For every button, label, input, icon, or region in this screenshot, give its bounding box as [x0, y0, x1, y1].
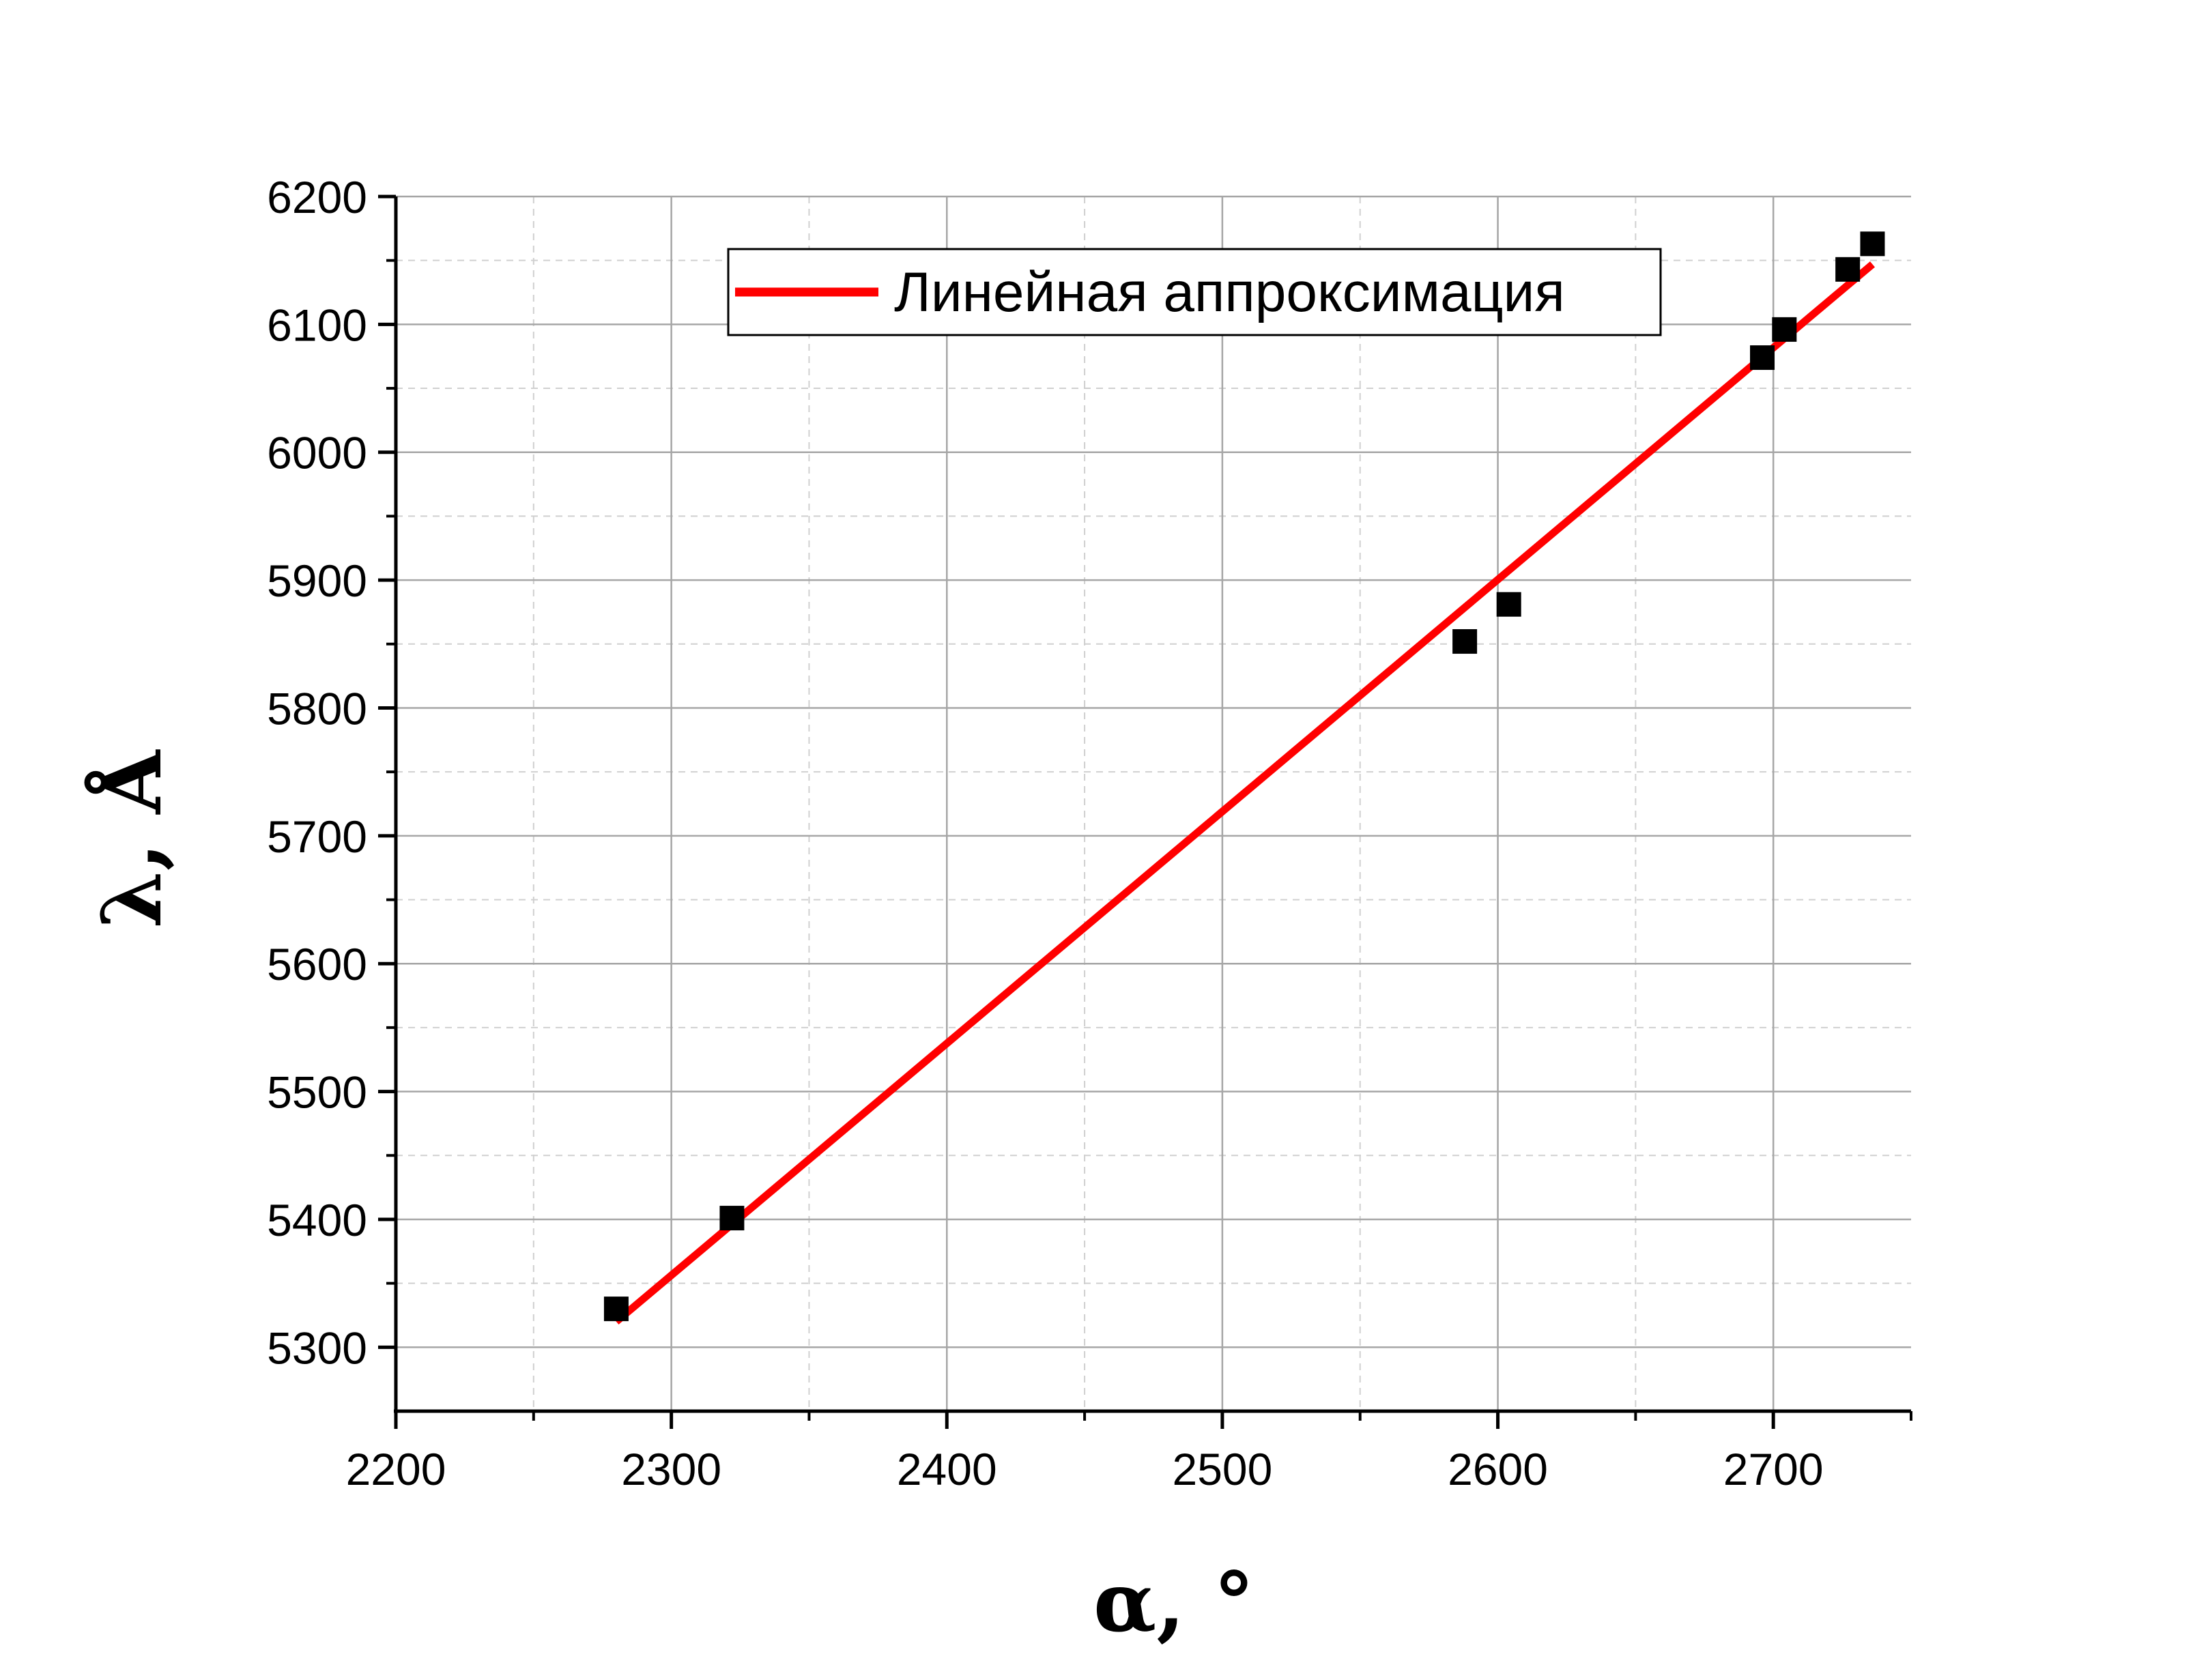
series — [603, 231, 1885, 1325]
data-point — [1835, 257, 1861, 282]
legend: Линейная аппроксимация — [727, 248, 1662, 336]
x-tick-label: 2600 — [1448, 1444, 1548, 1494]
data-point — [1750, 345, 1775, 371]
data-point — [1496, 592, 1521, 617]
x-axis-title: α, ° — [1093, 1554, 1254, 1651]
y-tick-label: 6200 — [267, 172, 367, 222]
y-tick-label: 5400 — [267, 1195, 367, 1245]
data-point — [603, 1297, 629, 1322]
y-tick-label: 5600 — [267, 939, 367, 989]
y-tick-label: 5800 — [267, 683, 367, 734]
tick-labels: 2200 2300 2400 2500 2600 2700 5300 5400 5500 5600… — [267, 172, 1823, 1494]
legend-box — [727, 248, 1662, 336]
x-tick-label: 2700 — [1723, 1444, 1824, 1494]
data-point — [1772, 317, 1797, 342]
x-tick-label: 2200 — [346, 1444, 446, 1494]
legend-label: Линейная аппроксимация — [894, 261, 1565, 323]
y-tick-label: 5500 — [267, 1067, 367, 1118]
x-tick-label: 2300 — [621, 1444, 721, 1494]
data-point — [1452, 629, 1478, 654]
data-point — [1860, 231, 1885, 257]
fit-line — [614, 261, 1876, 1325]
y-axis-title: λ, Å — [84, 749, 180, 929]
axes — [378, 194, 1912, 1429]
y-tick-label: 5900 — [267, 555, 367, 606]
y-tick-label: 5700 — [267, 811, 367, 862]
grid — [396, 195, 1911, 1411]
y-tick-label: 5300 — [267, 1322, 367, 1373]
y-tick-label: 6100 — [267, 300, 367, 350]
x-tick-label: 2500 — [1172, 1444, 1272, 1494]
data-point — [719, 1206, 745, 1231]
x-tick-label: 2400 — [897, 1444, 997, 1494]
y-tick-label: 6000 — [267, 428, 367, 478]
